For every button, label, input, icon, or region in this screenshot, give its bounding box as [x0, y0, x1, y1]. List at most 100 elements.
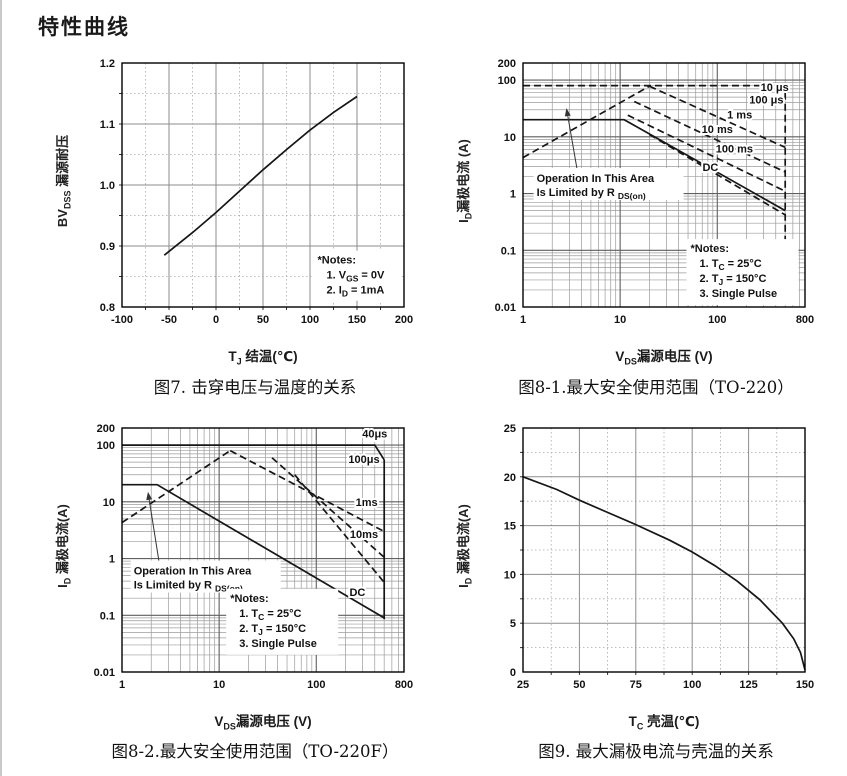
svg-text:2. ID = 1mA: 2. ID = 1mA: [327, 285, 385, 299]
fig8-1-series-10us: [523, 84, 786, 94]
svg-text:0: 0: [213, 314, 219, 326]
svg-text:100: 100: [97, 440, 115, 452]
fig9-series: [522, 475, 806, 670]
svg-text:1. TC = 25°C: 1. TC = 25°C: [699, 258, 761, 272]
svg-text:100: 100: [301, 314, 319, 326]
fig8-1-chart-area: ID漏极电流 (A) Operation In This Area Is Limit…: [447, 55, 839, 343]
fig8-1-y-axis-title: ID漏极电流 (A): [456, 139, 474, 223]
svg-text:150: 150: [348, 314, 366, 326]
fig8-1-curve-label: 10 ms: [702, 124, 733, 136]
fig8-2-curve-label: 100μs: [348, 454, 379, 466]
svg-text:10: 10: [103, 496, 115, 508]
fig8-1-notes: *Notes: 1. TC = 25°C2. TJ = 150°C3. Singl…: [686, 239, 799, 306]
fig8-1-curve-label: DC: [702, 162, 718, 174]
svg-text:75: 75: [630, 679, 642, 691]
svg-text:0.9: 0.9: [100, 241, 115, 253]
fig8-1-soa-annotation: Operation In This Area Is Limited by R DS…: [533, 167, 684, 201]
fig9-tick-marks: [520, 451, 778, 675]
page-title: 特性曲线: [38, 14, 130, 39]
fig8-2-axis-tick-labels: 1 10 100 800 200 100 10 1 0.1 0.01: [94, 423, 414, 691]
fig9-axis-tick-labels: 25 50 75 100 125 150 0 5 10 15 20 25: [504, 423, 814, 691]
svg-text:1: 1: [119, 679, 125, 691]
svg-text:3. Single Pulse: 3. Single Pulse: [699, 288, 777, 300]
svg-text:800: 800: [796, 314, 814, 326]
fig8-1-series: [522, 84, 787, 305]
fig8-1-plot-border: [522, 62, 806, 308]
fig8-1-series-10ms: [627, 114, 786, 192]
svg-text:3. Single Pulse: 3. Single Pulse: [239, 637, 317, 649]
fig8-2-series-DC: [122, 483, 385, 619]
svg-text:10: 10: [614, 314, 626, 326]
fig8-2-curve-label: 40μs: [362, 428, 387, 440]
svg-text:1.0: 1.0: [100, 180, 115, 192]
fig8-1-plot: Operation In This Area Is Limited by R DS…: [495, 58, 815, 326]
svg-text:-100: -100: [111, 314, 133, 326]
fig7-series: [163, 95, 358, 256]
figure-fig7: BVDSS 漏源耐压 *Notes: 1. VGS = 0V 2. ID = 1mA -…: [46, 55, 438, 398]
svg-text:0.1: 0.1: [501, 245, 516, 257]
fig8-1-series-rdson-limit: [522, 85, 650, 159]
svg-text:15: 15: [504, 520, 516, 532]
svg-text:20: 20: [504, 471, 516, 483]
svg-text:200: 200: [97, 423, 115, 435]
svg-text:100: 100: [708, 314, 726, 326]
fig8-2-caption: 图8-2.最大安全使用范围（TO-220F）: [111, 742, 399, 762]
fig7-axis-tick-labels: -100 -50 0 50 100 150 200 0.8 0.9 1.0 1.1 1.2: [100, 58, 413, 326]
fig8-2-pointer-arrow-icon: [146, 491, 160, 561]
fig7-plot: *Notes: 1. VGS = 0V2. ID = 1mA -100 -50 0 50 1…: [100, 58, 413, 326]
fig8-2-y-axis-title: ID 漏极电流(A): [55, 503, 73, 588]
fig8-1-series-100us: [649, 85, 786, 149]
fig7-gridlines: [122, 63, 404, 307]
fig8-2-chart-area: ID 漏极电流(A) Operation In This Area Is Limit…: [46, 420, 438, 708]
fig9-plot: 25 50 75 100 125 150 0 5 10 15 20 25: [504, 423, 814, 691]
fig7-y-axis-title: BVDSS 漏源耐压: [55, 134, 73, 228]
charts-grid: BVDSS 漏源耐压 *Notes: 1. VGS = 0V 2. ID = 1mA -…: [2, 55, 845, 762]
fig8-2-gridlines: [122, 427, 404, 672]
fig8-2-plot-border: [121, 426, 405, 673]
fig9-plot-border: [522, 426, 806, 673]
svg-text:1: 1: [520, 314, 526, 326]
svg-text:Operation In This Area: Operation In This Area: [537, 173, 655, 185]
fig8-1-curve-label: 10 μs: [761, 82, 789, 94]
fig8-2-plot: Operation In This Area Is Limited by R DS…: [94, 423, 414, 691]
svg-text:0.8: 0.8: [100, 302, 115, 314]
figure-fig9: ID 漏极电流(A) 25 50 75 100 125 150 0 5 10 15 20 25 TC 壳温…: [447, 420, 839, 763]
svg-text:1. TC = 25°C: 1. TC = 25°C: [239, 607, 301, 621]
fig8-2-series-rdson-limit: [121, 449, 231, 523]
fig8-1-x-axis-title: VDS漏源电压 (V): [615, 349, 713, 367]
svg-text:100: 100: [307, 679, 325, 691]
fig9-gridlines: [523, 427, 805, 672]
fig8-1-series-100ms: [648, 133, 786, 216]
fig9-series-max-drain-current-vs-case-temperature: [522, 475, 806, 670]
fig8-2-series: [121, 443, 386, 619]
fig7-notes: *Notes: 1. VGS = 0V2. ID = 1mA: [313, 250, 402, 301]
fig8-2-notes: *Notes: 1. TC = 25°C2. TJ = 150°C3. Singl…: [226, 588, 339, 655]
fig8-2-curve-label: 10ms: [350, 529, 378, 541]
fig8-2-curve-labels: 40μs 100μs 1ms 10ms DC: [346, 426, 389, 600]
svg-text:*Notes:: *Notes:: [318, 255, 357, 267]
svg-text:800: 800: [395, 679, 413, 691]
svg-text:125: 125: [739, 679, 757, 691]
svg-text:200: 200: [498, 58, 516, 70]
svg-text:1.1: 1.1: [100, 119, 115, 131]
svg-text:0.01: 0.01: [495, 302, 516, 314]
fig8-1-caption: 图8-1.最大安全使用范围（TO-220）: [518, 377, 794, 397]
fig8-2-series-40us: [122, 443, 385, 460]
fig9-chart-area: ID 漏极电流(A) 25 50 75 100 125 150 0 5 10 15 20 25: [447, 420, 839, 708]
fig8-1-curve-label: 100 μs: [749, 94, 783, 106]
svg-text:Operation In This Area: Operation In This Area: [134, 565, 252, 577]
svg-text:1.2: 1.2: [100, 58, 115, 70]
svg-text:25: 25: [517, 679, 529, 691]
fig8-2-series-100us: [229, 449, 385, 532]
fig7-chart-area: BVDSS 漏源耐压 *Notes: 1. VGS = 0V 2. ID = 1mA -…: [46, 55, 438, 343]
svg-text:Is Limited by R DS(on): Is Limited by R DS(on): [537, 187, 646, 201]
svg-text:100: 100: [683, 679, 701, 691]
fig8-2-series-1ms: [271, 456, 385, 558]
fig8-1-series-1ms: [633, 100, 786, 173]
svg-text:150: 150: [796, 679, 814, 691]
svg-text:10: 10: [213, 679, 225, 691]
fig7-caption: 图7. 击穿电压与温度的关系: [153, 377, 357, 397]
svg-text:50: 50: [573, 679, 585, 691]
fig8-1-curve-label: 1 ms: [727, 110, 752, 122]
